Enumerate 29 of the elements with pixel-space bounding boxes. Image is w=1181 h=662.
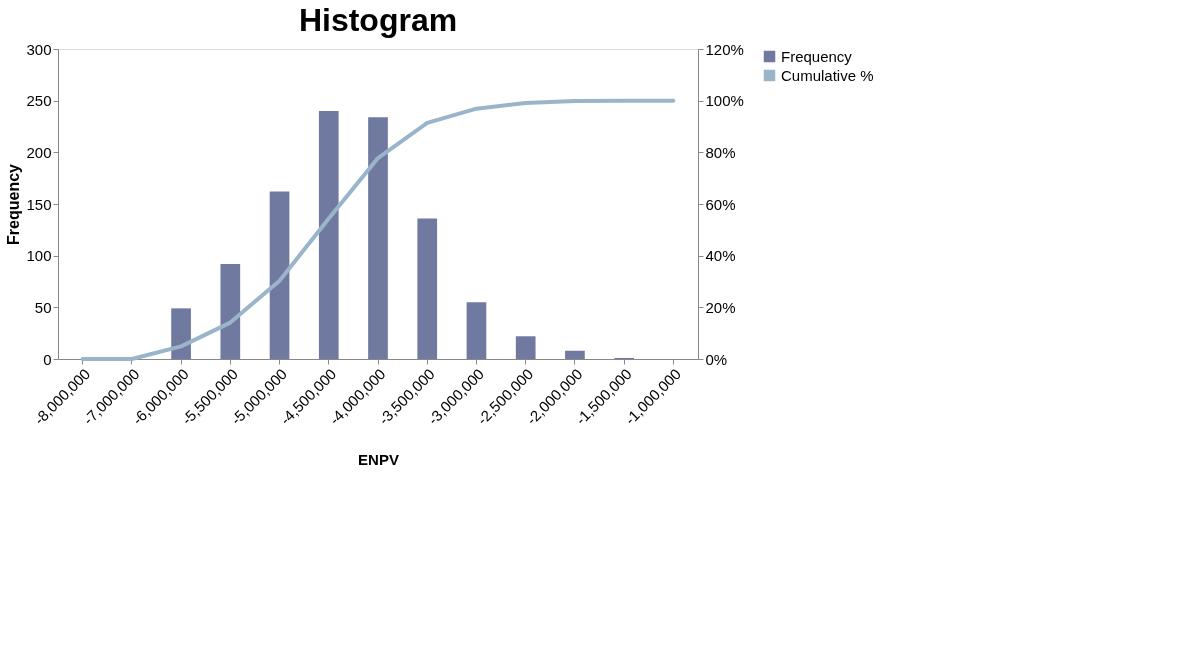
y-tick-label: 250 — [26, 92, 52, 110]
bar — [368, 117, 388, 359]
legend-label: Cumulative % — [781, 66, 874, 84]
y-tick-label: 50 — [34, 298, 52, 316]
x-axis-title: ENPV — [358, 450, 399, 468]
bar — [466, 302, 487, 359]
bar — [171, 308, 191, 359]
y-tick-label: 150 — [26, 195, 52, 213]
bar — [318, 111, 339, 359]
chart-title: Histogram — [298, 2, 458, 38]
bar — [515, 336, 536, 359]
y-tick-label: 300 — [26, 40, 52, 58]
y2-tick-label: 120% — [705, 40, 744, 58]
bar — [269, 191, 290, 359]
y2-tick-label: 80% — [705, 143, 736, 161]
y-axis-title: Frequency — [5, 163, 23, 245]
y2-tick-label: 40% — [705, 247, 736, 265]
y-tick-label: 100 — [26, 247, 52, 265]
bar — [220, 263, 241, 359]
line-series — [80, 98, 676, 361]
legend-label: Frequency — [781, 47, 853, 65]
y-tick-label: 0 — [43, 350, 52, 368]
y2-tick-label: 100% — [705, 92, 744, 110]
y2-tick-label: 0% — [705, 350, 728, 368]
bar — [565, 350, 585, 359]
bar — [417, 218, 438, 359]
y2-tick-label: 20% — [705, 298, 736, 316]
y2-tick-label: 60% — [705, 195, 736, 213]
y-tick-label: 200 — [26, 143, 52, 161]
